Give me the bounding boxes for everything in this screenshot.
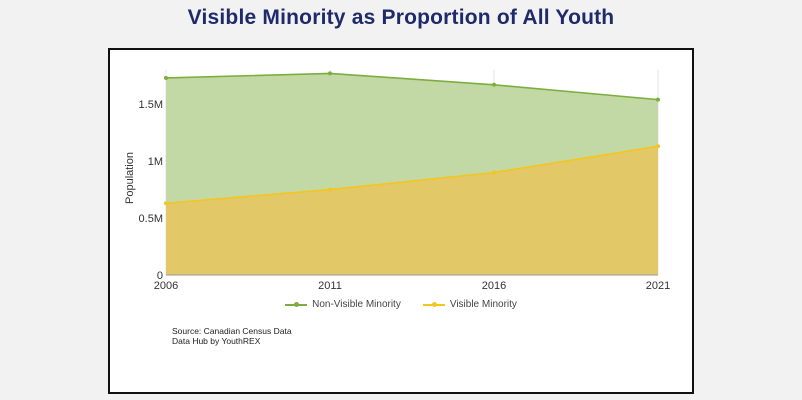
point-non-visible-minority (164, 75, 168, 80)
line-non-visible-minority (165, 72, 659, 101)
point-non-visible-minority (328, 71, 332, 76)
legend-label: Non-Visible Minority (312, 299, 401, 310)
legend-item-visible-minority[interactable]: Visible Minority (422, 299, 517, 310)
x-tick-label: 2021 (646, 280, 670, 292)
y-tick-label: 1M (148, 156, 163, 168)
page-title: Visible Minority as Proportion of All Yo… (187, 6, 615, 29)
area-layer (166, 73, 658, 275)
x-tick-label: 2006 (154, 280, 178, 292)
area-non-visible-minority (166, 73, 658, 204)
y-tick-label: 0 (157, 270, 163, 282)
x-tick-label: 2016 (482, 280, 506, 292)
point-visible-minority (328, 187, 332, 192)
legend-item-non-visible-minority[interactable]: Non-Visible Minority (285, 299, 401, 310)
legend-swatch-non-visible-icon (285, 301, 308, 309)
x-tick-label: 2011 (318, 280, 342, 292)
credit-line: Data Hub by YouthREX (172, 336, 261, 346)
source-line: Source: Canadian Census Data (172, 326, 292, 336)
line-layer (165, 72, 659, 205)
point-layer (164, 71, 660, 206)
axis-layer: 0 0.5M 1M 1.5M 2006 2011 2016 2021 (139, 99, 671, 292)
point-visible-minority (656, 144, 660, 149)
legend-swatch-visible-icon (422, 301, 445, 309)
y-tick-label: 0.5M (139, 213, 163, 225)
point-visible-minority (492, 170, 496, 175)
point-non-visible-minority (492, 82, 496, 87)
line-visible-minority (165, 145, 659, 205)
source-note: Source: Canadian Census Data Data Hub by… (172, 326, 292, 346)
y-axis-title: Population (124, 152, 136, 204)
area-chart: 0 0.5M 1M 1.5M 2006 2011 2016 2021 Population (124, 70, 671, 292)
point-visible-minority (164, 201, 168, 206)
area-visible-minority (166, 146, 658, 275)
legend-label: Visible Minority (449, 299, 517, 310)
y-tick-label: 1.5M (139, 99, 163, 111)
chart-frame: 0 0.5M 1M 1.5M 2006 2011 2016 2021 Population N… (108, 48, 694, 394)
point-non-visible-minority (656, 97, 660, 102)
chart-legend: Non-Visible Minority Visible Minority (110, 299, 692, 310)
